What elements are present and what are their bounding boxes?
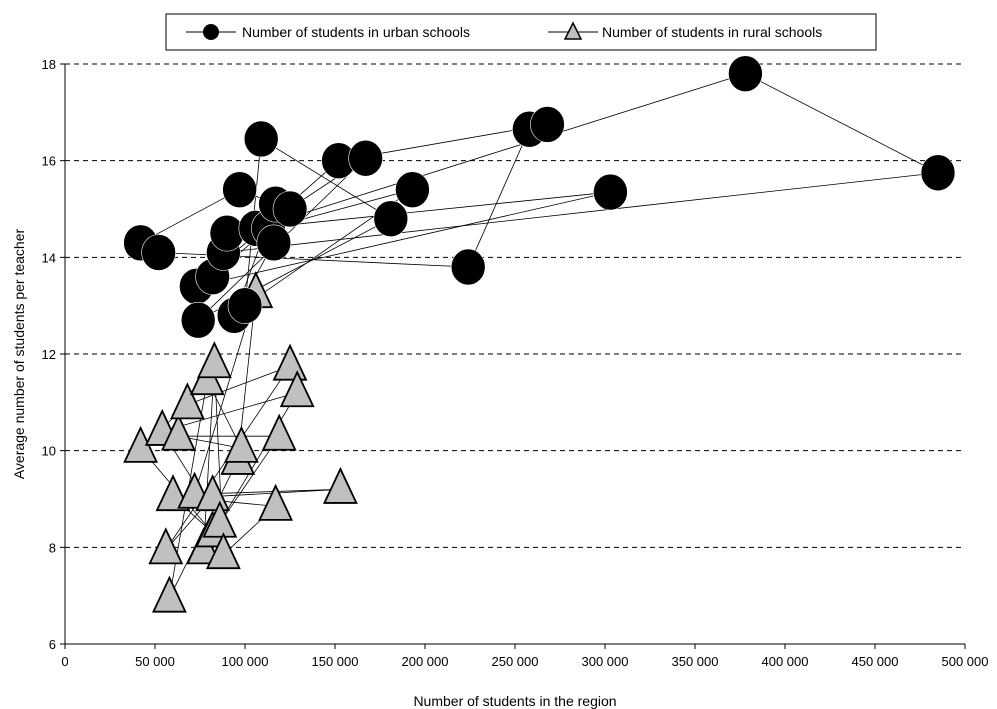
rural-point [169, 382, 205, 420]
urban-point [450, 248, 486, 286]
legend-box [165, 13, 877, 51]
rural-point [148, 527, 184, 565]
rural-point [196, 341, 232, 379]
urban-point [227, 287, 263, 324]
urban-connector [255, 191, 611, 229]
x-tick-label: 0 [61, 654, 68, 669]
x-tick-label: 450 000 [852, 654, 899, 669]
legend-rural-label: Number of students in rural schools [602, 24, 822, 40]
urban-point [256, 224, 292, 262]
rural-point [279, 370, 315, 408]
urban-connector [140, 189, 240, 244]
urban-point [272, 190, 308, 228]
urban-point [920, 154, 956, 192]
rural-connector [162, 392, 298, 432]
rural-point [272, 343, 308, 381]
urban-point [728, 55, 763, 92]
x-tick-label: 250 000 [492, 654, 539, 669]
urban-connector [223, 172, 939, 253]
rural-point [195, 474, 231, 512]
legend-rural-marker [563, 21, 583, 40]
rural-point [223, 425, 259, 463]
x-tick-label: 50 000 [135, 654, 175, 669]
urban-point [530, 106, 565, 143]
x-tick-label: 100 000 [222, 654, 269, 669]
rural-point [151, 575, 187, 613]
grid-lines [65, 63, 965, 548]
urban-point [593, 173, 628, 211]
x-tick-label: 400 000 [762, 654, 809, 669]
urban-point [180, 301, 216, 339]
y-tick-label: 16 [42, 154, 56, 169]
x-axis-title: Number of students in the region [413, 693, 616, 709]
urban-point [141, 234, 176, 271]
urban-point [222, 171, 257, 208]
legend-urban-marker [203, 24, 219, 40]
urban-connector [255, 73, 746, 229]
axis-ticks: 6 8 10 12 14 16 18 0 50 000 100 000 150 000 200 000… [42, 57, 989, 669]
urban-point [243, 120, 279, 158]
x-tick-label: 150 000 [312, 654, 359, 669]
urban-point [209, 214, 245, 252]
rural-point [258, 483, 294, 521]
rural-point [160, 413, 196, 451]
legend: Number of students in urban schools Numb… [165, 13, 877, 51]
y-tick-label: 12 [42, 347, 56, 362]
urban-connector [260, 138, 392, 220]
x-tick-label: 500 000 [942, 654, 989, 669]
x-tick-label: 300 000 [582, 654, 629, 669]
y-tick-label: 6 [49, 637, 56, 652]
y-tick-label: 8 [49, 540, 56, 555]
urban-connector [745, 73, 939, 174]
y-tick-label: 18 [42, 57, 56, 72]
x-tick-label: 200 000 [402, 654, 449, 669]
rural-point [205, 532, 241, 570]
urban-point [373, 200, 409, 237]
rural-point [322, 466, 358, 504]
rural-point [261, 413, 297, 451]
y-axis-title: Average number of students per teacher [11, 228, 27, 479]
x-tick-label: 350 000 [672, 654, 719, 669]
legend-urban-label: Number of students in urban schools [242, 24, 470, 40]
y-tick-label: 10 [42, 444, 56, 459]
urban-point [395, 171, 430, 208]
rural-point [202, 500, 238, 538]
urban-point [348, 139, 383, 177]
urban-connector [467, 129, 530, 268]
y-tick-label: 14 [42, 250, 56, 265]
series-markers [123, 55, 956, 613]
urban-connector [196, 191, 611, 287]
